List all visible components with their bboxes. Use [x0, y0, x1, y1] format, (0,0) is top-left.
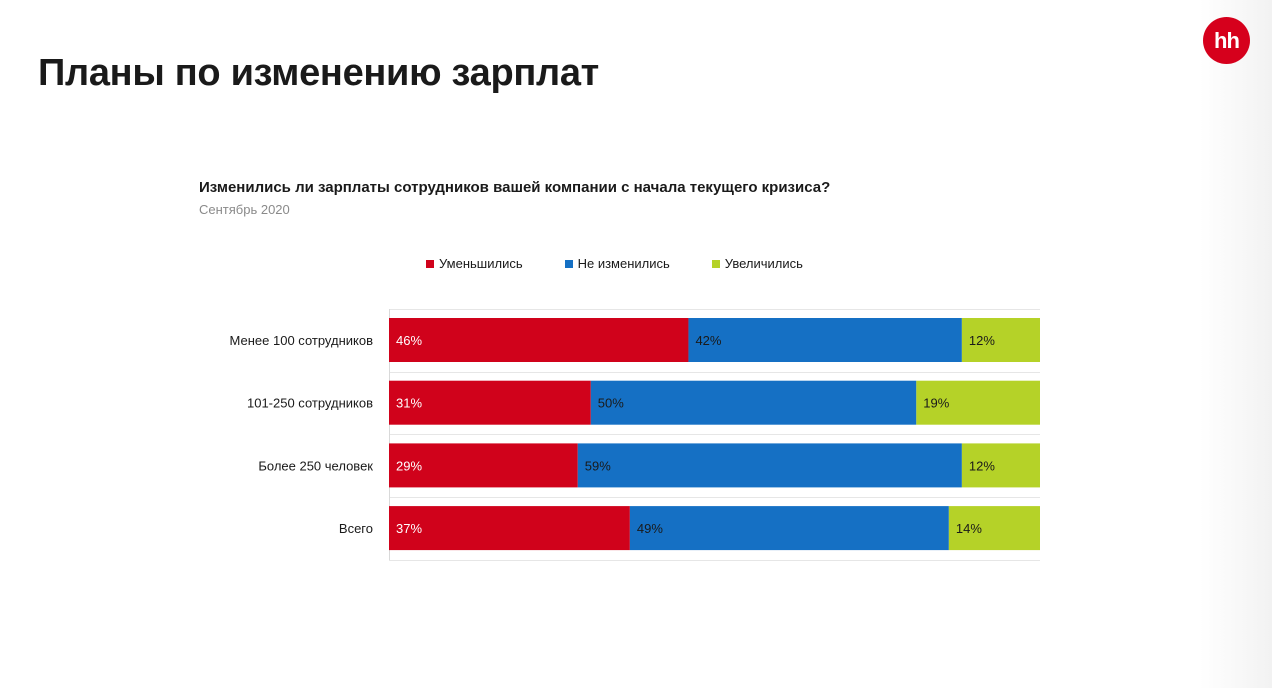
data-label-unchanged: 59%	[585, 458, 611, 473]
legend-swatch-unchanged	[564, 259, 573, 268]
legend-label-decreased: Уменьшились	[439, 256, 523, 271]
category-label: Всего	[339, 521, 373, 536]
bar-unchanged	[629, 506, 949, 551]
bar-decreased	[389, 380, 591, 425]
legend-label-unchanged: Не изменились	[577, 256, 670, 271]
data-label-unchanged: 50%	[598, 396, 624, 411]
data-label-unchanged: 49%	[637, 521, 663, 536]
data-label-decreased: 29%	[396, 458, 422, 473]
hh-logo[interactable]: hh	[1203, 17, 1250, 64]
category-label: 101-250 сотрудников	[247, 396, 373, 411]
bar-decreased	[389, 506, 630, 551]
bar-increased	[916, 380, 1040, 425]
category-label: Менее 100 сотрудников	[230, 333, 374, 348]
legend-swatch-increased	[711, 259, 720, 268]
legend-item-unchanged: Не изменились	[564, 256, 670, 271]
data-label-decreased: 46%	[396, 333, 422, 348]
legend-label-increased: Увеличились	[724, 256, 803, 271]
category-label: Более 250 человек	[258, 458, 373, 473]
bar-unchanged	[688, 318, 962, 362]
chart-title: Изменились ли зарплаты сотрудников вашей…	[199, 179, 831, 196]
chart-legend: Уменьшились Не изменились Увеличились	[426, 256, 845, 271]
data-label-decreased: 37%	[396, 521, 422, 536]
legend-item-increased: Увеличились	[711, 256, 803, 271]
bar-decreased	[389, 443, 578, 488]
bar-unchanged	[577, 443, 962, 488]
legend-item-decreased: Уменьшились	[426, 256, 523, 271]
bar-increased	[961, 443, 1040, 488]
logo-text: hh	[1214, 27, 1240, 53]
page-title: Планы по изменению зарплат	[38, 52, 599, 94]
data-label-increased: 14%	[956, 521, 982, 536]
data-label-decreased: 31%	[396, 396, 422, 411]
chart-subtitle: Сентябрь 2020	[199, 202, 290, 217]
bar-unchanged	[590, 380, 917, 425]
data-label-increased: 19%	[923, 396, 949, 411]
data-label-unchanged: 42%	[695, 333, 721, 348]
bar-decreased	[389, 318, 689, 362]
legend-swatch-decreased	[426, 259, 434, 268]
data-label-increased: 12%	[969, 333, 995, 348]
bar-increased	[948, 506, 1040, 551]
bar-increased	[961, 318, 1040, 362]
data-label-increased: 12%	[969, 458, 995, 473]
